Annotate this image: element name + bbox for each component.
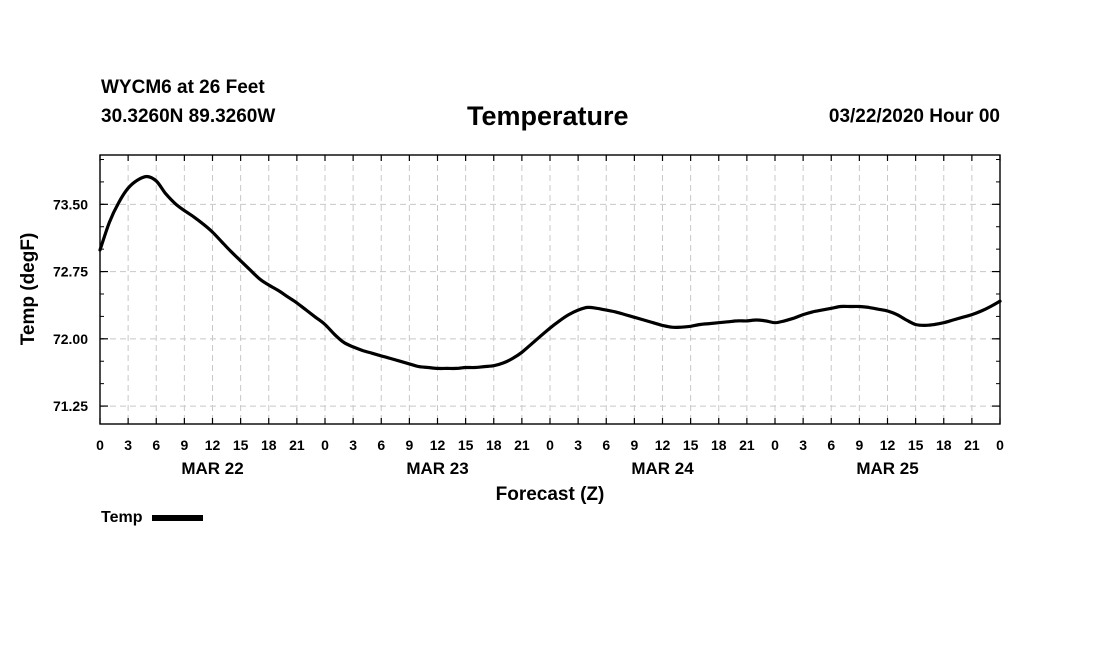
x-tick-label: 9 — [630, 437, 638, 453]
x-tick-label: 21 — [964, 437, 980, 453]
x-tick-label: 6 — [377, 437, 385, 453]
y-tick-label: 71.25 — [53, 398, 88, 414]
x-tick-label: 18 — [486, 437, 502, 453]
x-tick-label: 15 — [233, 437, 249, 453]
x-tick-label: 15 — [908, 437, 924, 453]
x-tick-label: 18 — [936, 437, 952, 453]
x-tick-label: 3 — [124, 437, 132, 453]
x-tick-label: 6 — [602, 437, 610, 453]
station-label: WYCM6 at 26 Feet — [101, 77, 265, 98]
x-tick-label: 3 — [799, 437, 807, 453]
plot-frame — [99, 154, 1001, 425]
coordinates-label: 30.3260N 89.3260W — [101, 106, 276, 127]
y-tick-label: 72.75 — [53, 264, 88, 280]
x-tick-label: 21 — [739, 437, 755, 453]
legend-label-temp: Temp — [101, 509, 143, 526]
legend: Temp — [101, 509, 204, 527]
x-tick-label: 3 — [574, 437, 582, 453]
x-tick-label: 18 — [261, 437, 277, 453]
grid — [100, 155, 1000, 424]
y-axis-title: Temp (degF) — [18, 233, 39, 346]
temp-series-line — [98, 174, 1002, 371]
x-tick-label: 3 — [349, 437, 357, 453]
x-tick-label: 12 — [655, 437, 671, 453]
x-tick-label: 6 — [827, 437, 835, 453]
x-day-label: MAR 25 — [856, 459, 918, 478]
x-day-label: MAR 23 — [406, 459, 468, 478]
x-tick-label: 12 — [430, 437, 446, 453]
x-tick-label: 12 — [205, 437, 221, 453]
chart-title: Temperature — [467, 101, 629, 131]
x-tick-label: 15 — [683, 437, 699, 453]
y-tick-label: 72.00 — [53, 331, 88, 347]
x-tick-label: 0 — [321, 437, 329, 453]
x-tick-label: 0 — [546, 437, 554, 453]
x-tick-label: 18 — [711, 437, 727, 453]
x-tick-label: 6 — [152, 437, 160, 453]
x-day-label: MAR 22 — [181, 459, 243, 478]
tick-labels: 0 3 6 9 12 15 18 21 0 3 6 9 12 15 18 21 0 3 6 9 12 15 18 21 0 3 6 9… — [53, 196, 1004, 478]
x-tick-label: 0 — [996, 437, 1004, 453]
x-tick-label: 0 — [771, 437, 779, 453]
run-time-label: 03/22/2020 Hour 00 — [828, 106, 1000, 127]
legend-swatch-temp — [152, 515, 204, 521]
y-tick-label: 73.50 — [53, 196, 88, 212]
x-tick-label: 9 — [180, 437, 188, 453]
x-tick-label: 9 — [855, 437, 863, 453]
x-axis-title: Forecast (Z) — [496, 484, 605, 505]
x-day-label: MAR 24 — [631, 459, 694, 478]
x-tick-label: 0 — [96, 437, 104, 453]
x-tick-label: 21 — [289, 437, 305, 453]
x-tick-label: 15 — [458, 437, 474, 453]
x-tick-label: 12 — [880, 437, 896, 453]
x-tick-label: 9 — [405, 437, 413, 453]
x-tick-label: 21 — [514, 437, 530, 453]
